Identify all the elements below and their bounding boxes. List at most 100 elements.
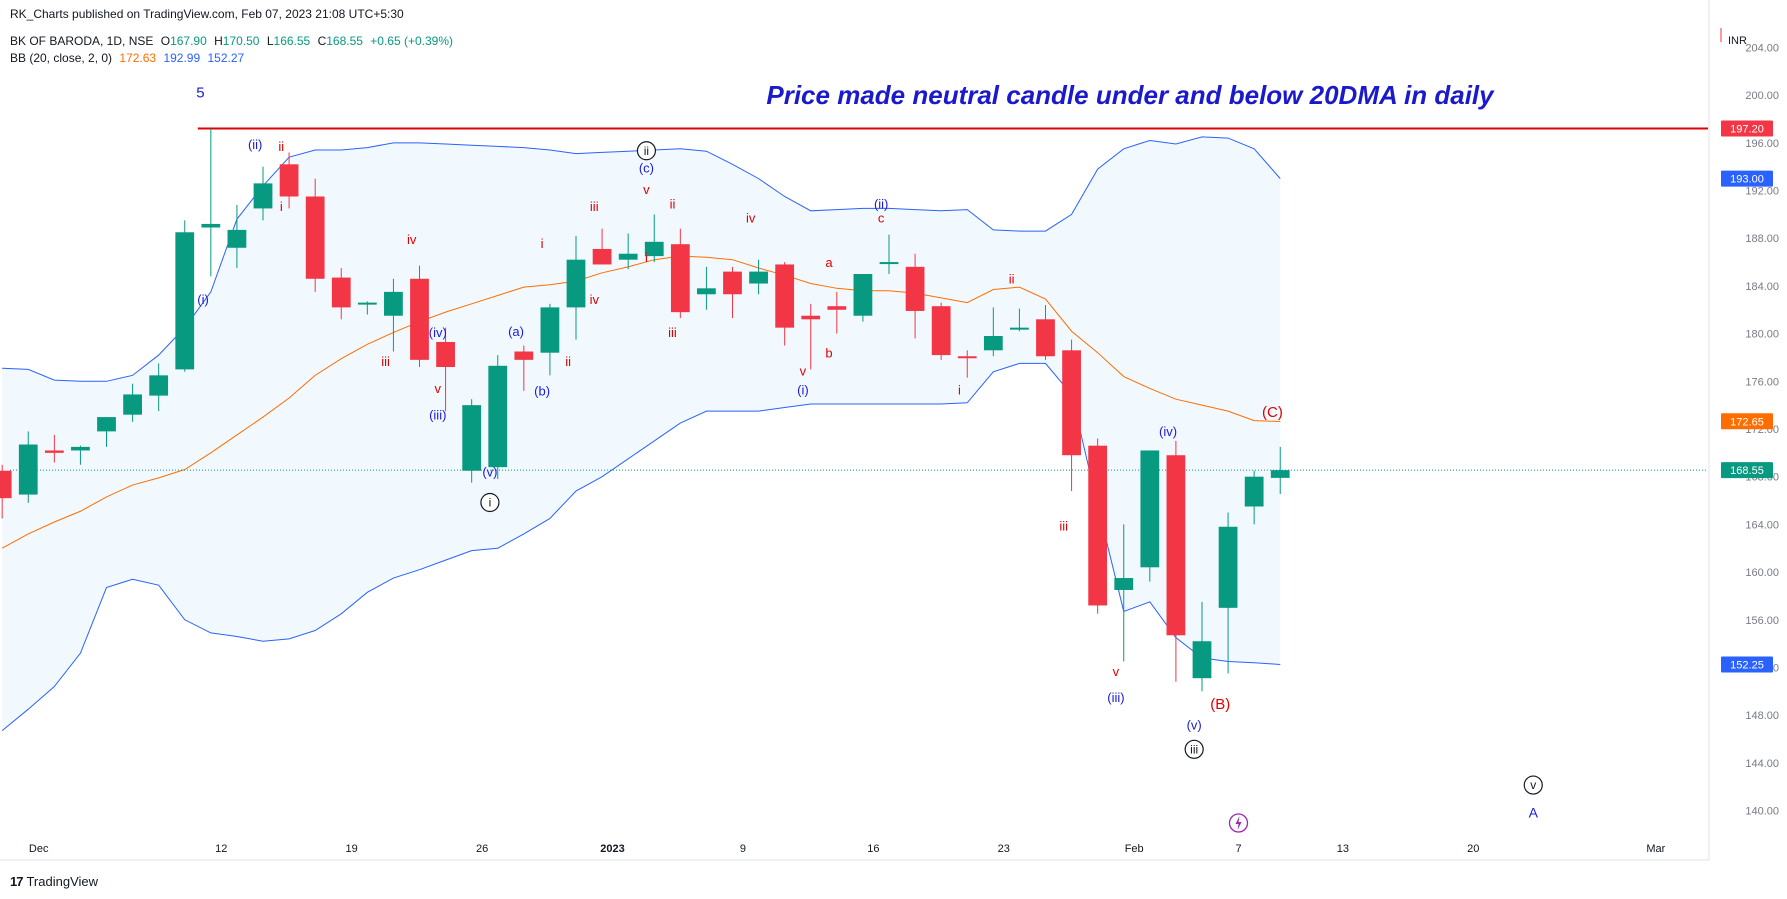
- candle-body: [1088, 445, 1108, 606]
- candle[interactable]: [905, 253, 925, 339]
- candle[interactable]: [957, 350, 977, 378]
- bb-basis-line: [1, 255, 1281, 549]
- candle[interactable]: [749, 259, 768, 295]
- wave-label: A: [1529, 805, 1539, 821]
- wave-label: v: [1530, 778, 1536, 792]
- candle-body: [331, 277, 351, 308]
- candle[interactable]: [305, 178, 325, 292]
- candle-body: [1218, 526, 1238, 608]
- price-label-text: 172.65: [1730, 416, 1764, 428]
- symbol-legend[interactable]: BK OF BARODA, 1D, NSE O167.90 H170.50 L1…: [10, 34, 453, 48]
- tradingview-logo[interactable]: 17 TradingView: [10, 874, 98, 889]
- candle[interactable]: [18, 431, 38, 503]
- candle[interactable]: [1088, 438, 1108, 614]
- candle[interactable]: [149, 363, 169, 412]
- candle[interactable]: [1244, 470, 1264, 525]
- candle[interactable]: [1140, 450, 1160, 582]
- candle[interactable]: [801, 303, 821, 370]
- candle[interactable]: [436, 327, 455, 412]
- close-label: C: [317, 34, 327, 48]
- candle[interactable]: [983, 307, 1003, 357]
- time-tick-label: 12: [215, 843, 227, 855]
- price-label-badge: [1721, 120, 1773, 137]
- wave-label: ii: [1009, 272, 1015, 287]
- candle[interactable]: [488, 355, 508, 480]
- candle[interactable]: [0, 464, 12, 519]
- candle-body: [305, 196, 325, 279]
- candle[interactable]: [384, 278, 403, 352]
- candle[interactable]: [1010, 308, 1029, 332]
- candles-layer[interactable]: [0, 128, 1290, 692]
- candle-body: [1166, 455, 1186, 636]
- candle-body: [566, 259, 586, 308]
- candle[interactable]: [357, 301, 377, 315]
- candle[interactable]: [175, 220, 195, 372]
- open-label: O: [160, 34, 171, 48]
- candle[interactable]: [566, 235, 586, 340]
- candle-body: [18, 444, 38, 495]
- wave-label: (c): [639, 161, 654, 176]
- candle[interactable]: [775, 262, 795, 346]
- candle[interactable]: [1166, 440, 1186, 682]
- candle[interactable]: [827, 291, 847, 334]
- currency-label: INR: [1728, 35, 1747, 47]
- candle[interactable]: [1062, 339, 1081, 491]
- wave-label: i: [958, 382, 961, 397]
- wave-label: (a): [508, 324, 524, 339]
- wave-label: ii: [278, 139, 284, 154]
- candle[interactable]: [227, 204, 247, 269]
- candle-body: [1062, 350, 1081, 456]
- price-tick-label: 176.00: [1745, 376, 1779, 388]
- candle[interactable]: [201, 128, 221, 277]
- candle[interactable]: [670, 228, 690, 319]
- candle[interactable]: [44, 434, 64, 463]
- price-tick-label: 140.00: [1745, 806, 1779, 818]
- wave-label: (ii): [248, 137, 262, 152]
- candle[interactable]: [97, 417, 116, 447]
- wave-label: iii: [590, 199, 599, 214]
- candle[interactable]: [279, 152, 299, 209]
- candle-body: [1114, 578, 1134, 590]
- candle[interactable]: [253, 166, 273, 221]
- candle[interactable]: [697, 266, 716, 310]
- time-tick-label: 26: [476, 843, 488, 855]
- price-label-text: 197.20: [1730, 124, 1764, 136]
- indicator-lines-layer: [1, 127, 1708, 732]
- candle-body: [123, 394, 142, 415]
- candle[interactable]: [123, 383, 142, 422]
- symbol-name: BK OF BARODA, 1D, NSE: [10, 34, 154, 48]
- candle[interactable]: [723, 266, 742, 319]
- candle[interactable]: [462, 399, 482, 483]
- candle[interactable]: [540, 303, 560, 376]
- candle-body: [775, 264, 795, 328]
- candle-body: [931, 306, 951, 356]
- wave-label: ii: [670, 196, 676, 211]
- low-value: 166.55: [273, 34, 311, 48]
- candle[interactable]: [592, 228, 612, 265]
- candle[interactable]: [410, 265, 429, 367]
- candle[interactable]: [879, 234, 899, 274]
- candle-body: [201, 223, 221, 228]
- wave-label: (iv): [1159, 424, 1177, 439]
- candle[interactable]: [1218, 512, 1238, 674]
- candle[interactable]: [644, 214, 664, 263]
- chart-title: Price made neutral candle under and belo…: [766, 80, 1495, 110]
- candle[interactable]: [1114, 524, 1134, 662]
- bb-legend[interactable]: BB (20, close, 2, 0) 172.63 192.99 152.2…: [10, 51, 244, 65]
- candle[interactable]: [331, 268, 351, 320]
- candle[interactable]: [618, 233, 638, 270]
- wave-label: i: [280, 199, 283, 214]
- close-value: 168.55: [326, 34, 363, 48]
- candle[interactable]: [514, 345, 534, 391]
- wave-label: iv: [407, 232, 417, 247]
- candle-body: [1140, 450, 1160, 568]
- candle[interactable]: [1270, 446, 1290, 494]
- candle[interactable]: [931, 302, 951, 360]
- candle[interactable]: [1036, 305, 1055, 360]
- candle[interactable]: [71, 445, 90, 465]
- bb-upper-value: 192.99: [163, 51, 201, 65]
- candle-body: [1192, 641, 1212, 679]
- candle[interactable]: [1192, 601, 1212, 692]
- candle[interactable]: [853, 274, 873, 322]
